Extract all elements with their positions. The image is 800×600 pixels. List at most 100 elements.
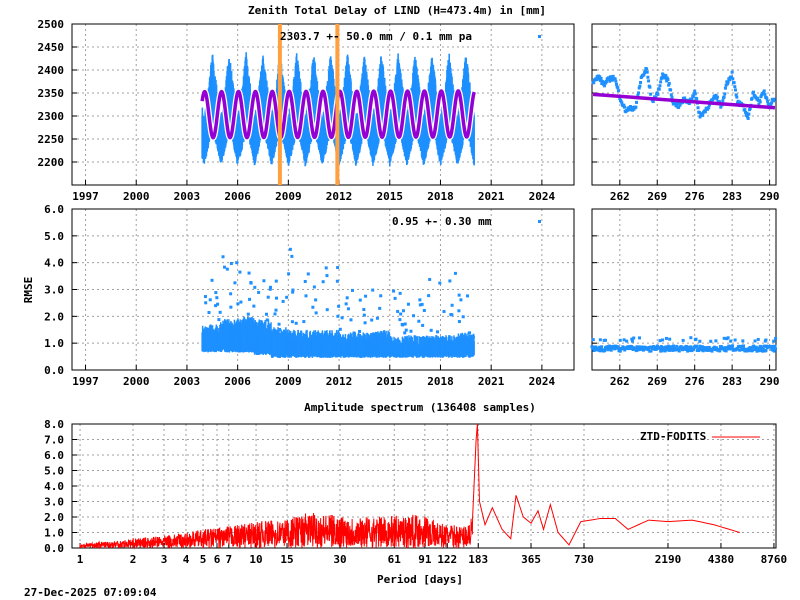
rmse-outlier bbox=[283, 329, 287, 333]
rmse-outlier bbox=[336, 314, 340, 318]
rmse-outlier bbox=[288, 247, 292, 251]
ztd-zoom-point bbox=[611, 74, 615, 78]
rmse-outlier bbox=[363, 321, 367, 325]
rmse-zoom-point bbox=[772, 339, 776, 343]
y-tick-label: 4.0 bbox=[44, 257, 64, 270]
x-tick-label: 30 bbox=[333, 553, 346, 566]
rmse-zoom-point bbox=[677, 349, 681, 353]
rmse-zoom-point bbox=[709, 339, 713, 343]
rmse-zoom-point bbox=[718, 349, 722, 353]
rmse-outlier bbox=[346, 307, 350, 311]
ztd-zoom-point bbox=[725, 82, 729, 86]
ztd-zoom-point bbox=[735, 95, 739, 99]
rmse-outlier bbox=[264, 312, 268, 316]
ztd-zoom-point bbox=[637, 86, 641, 90]
x-tick-label: 290 bbox=[760, 375, 780, 388]
rmse-outlier bbox=[403, 331, 407, 335]
rmse-zoom-point bbox=[694, 337, 698, 341]
rmse-zoom-point bbox=[666, 344, 670, 348]
rmse-outlier bbox=[306, 272, 310, 276]
rmse-outlier bbox=[362, 307, 366, 311]
ztd-zoom-point bbox=[647, 79, 651, 83]
ztd-zoom-point bbox=[645, 70, 649, 74]
ztd-zoom-point bbox=[636, 93, 640, 97]
ztd-zoom-point bbox=[746, 115, 750, 119]
ztd-zoom-point bbox=[592, 81, 596, 85]
rmse-outlier bbox=[364, 294, 368, 298]
x-tick-label: 2018 bbox=[427, 190, 454, 203]
rmse-outlier bbox=[290, 254, 294, 258]
rmse-zoom-point bbox=[664, 336, 668, 340]
rmse-zoom-point bbox=[649, 349, 653, 353]
rmse-outlier bbox=[349, 318, 353, 322]
ztd-zoom-point bbox=[687, 102, 691, 106]
y-tick-label: 5.0 bbox=[44, 465, 64, 478]
x-tick-label: 283 bbox=[722, 375, 742, 388]
rmse-zoom-point bbox=[774, 347, 778, 351]
ztd-zoom-point bbox=[607, 77, 611, 81]
rmse-zoom-point bbox=[668, 348, 672, 352]
rmse-zoom-point bbox=[733, 338, 737, 342]
rmse-outlier bbox=[347, 335, 351, 339]
ztd-zoom-point bbox=[698, 115, 702, 119]
rmse-zoom-point bbox=[689, 345, 693, 349]
rmse-zoom-point bbox=[634, 347, 638, 351]
ztd-zoom-point bbox=[642, 73, 646, 77]
ztd-zoom-point bbox=[608, 75, 612, 79]
rmse-zoom-point bbox=[689, 336, 693, 340]
rmse-zoom-point bbox=[740, 348, 744, 352]
rmse-zoom-point bbox=[707, 346, 711, 350]
y-tick-label: 3.0 bbox=[44, 284, 64, 297]
x-tick-label: 2000 bbox=[123, 190, 150, 203]
rmse-zoom-point bbox=[763, 344, 767, 348]
y-tick-label: 1.0 bbox=[44, 527, 64, 540]
rmse-zoom-point bbox=[715, 346, 719, 350]
rmse-outlier bbox=[418, 298, 422, 302]
ztd-zoom-point bbox=[726, 80, 730, 84]
rmse-zoom-point bbox=[731, 344, 735, 348]
ztd-zoom-point bbox=[745, 111, 749, 115]
x-tick-label: 2003 bbox=[174, 375, 201, 388]
rmse-outlier bbox=[207, 311, 211, 315]
y-tick-label: 2400 bbox=[38, 64, 65, 77]
rmse-outlier bbox=[275, 296, 279, 300]
rmse-outlier bbox=[312, 285, 316, 289]
ztd-zoom-point bbox=[748, 107, 752, 111]
rmse-zoom-point bbox=[659, 345, 663, 349]
ztd-zoom-point bbox=[604, 79, 608, 83]
rmse-zoom-point bbox=[591, 338, 595, 342]
x-tick-label: 2015 bbox=[377, 375, 404, 388]
ztd-panel-frame bbox=[71, 23, 575, 186]
rmse-zoom-point bbox=[609, 348, 613, 352]
timestamp: 27-Dec-2025 07:09:04 bbox=[24, 586, 157, 599]
ztd-zoom-point bbox=[707, 105, 711, 109]
rmse-zoom-point bbox=[636, 348, 640, 352]
y-tick-label: 6.0 bbox=[44, 449, 64, 462]
rmse-zoom-point bbox=[736, 346, 740, 350]
rmse-zoom-point bbox=[722, 346, 726, 350]
rmse-zoom-point bbox=[739, 344, 743, 348]
ztd-zoom-point bbox=[769, 102, 773, 106]
rmse-outlier bbox=[262, 279, 266, 283]
rmse-outlier bbox=[216, 302, 220, 306]
x-tick-label: 2021 bbox=[478, 190, 505, 203]
rmse-outlier bbox=[257, 290, 261, 294]
rmse-zoom-points bbox=[590, 336, 778, 353]
legend-label: ZTD-FODITS bbox=[640, 430, 706, 443]
ztd-zoom-point bbox=[620, 101, 624, 105]
rmse-outlier bbox=[442, 309, 446, 313]
rmse-zoom-point bbox=[614, 344, 618, 348]
rmse-outlier bbox=[325, 308, 329, 312]
ztd-zoom-point bbox=[746, 116, 750, 120]
ztd-panel-axes: 1997 2000 2003 2006 2009 2012 2015 2018 2021 2024… bbox=[38, 18, 575, 203]
ztd-zoom-point bbox=[667, 83, 671, 87]
rmse-zoom-point bbox=[612, 347, 616, 351]
ztd-zoom-point bbox=[648, 85, 652, 89]
rmse-zoom-point bbox=[618, 338, 622, 342]
rmse-outlier bbox=[277, 322, 281, 326]
rmse-zoom-point bbox=[773, 344, 777, 348]
rmse-panel-axes: 1997 2000 2003 2006 2009 2012 2015 2018 2021 2024… bbox=[44, 203, 575, 388]
ztd-zoom-point bbox=[757, 102, 761, 106]
rmse-zoom-point bbox=[607, 344, 611, 348]
